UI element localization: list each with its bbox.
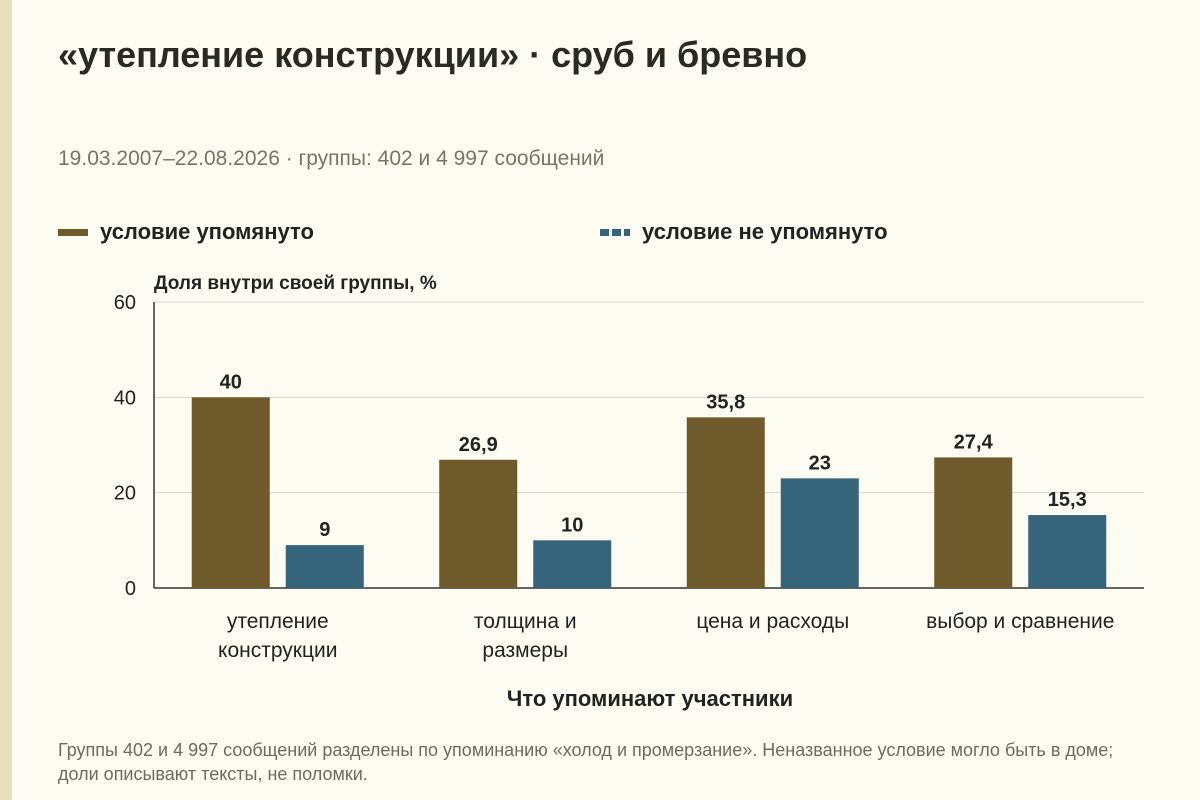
category-label-line: размеры xyxy=(482,639,568,662)
category-label-line: толщина и xyxy=(474,610,577,633)
chart-title: «утепление конструкции» · сруб и бревно xyxy=(58,34,808,75)
y-axis-label: Доля внутри своей группы, % xyxy=(154,273,437,294)
category-label-3: выбор и сравнение xyxy=(926,610,1114,633)
y-tick-label-0: 0 xyxy=(125,578,136,600)
footnote: Группы 402 и 4 997 сообщений разделены п… xyxy=(58,740,1114,784)
bar-mentioned-1 xyxy=(439,459,518,588)
category-label-line: выбор и сравнение xyxy=(926,610,1114,633)
legend-swatch-dashed-icon xyxy=(600,228,630,236)
chart-subtitle: 19.03.2007–22.08.2026 · группы: 402 и 4 … xyxy=(58,147,605,170)
value-label-not-mentioned-0: 9 xyxy=(319,519,330,541)
legend-item-mentioned: условие упомянуто xyxy=(58,218,314,246)
bar-mentioned-3 xyxy=(934,457,1013,588)
value-label-not-mentioned-3: 15,3 xyxy=(1048,489,1087,511)
legend-label-not-mentioned: условие не упомянуто xyxy=(642,219,888,244)
value-label-mentioned-2: 35,8 xyxy=(706,391,745,413)
bar-not-mentioned-0 xyxy=(285,545,364,588)
left-accent-stripe xyxy=(0,0,12,800)
bar-not-mentioned-1 xyxy=(533,540,612,588)
bar-mentioned-0 xyxy=(191,397,270,588)
value-label-mentioned-3: 27,4 xyxy=(954,431,994,453)
category-label-line: цена и расходы xyxy=(696,610,849,633)
category-label-line: утепление xyxy=(227,610,329,633)
y-tick-label-40: 40 xyxy=(114,387,136,409)
value-label-mentioned-0: 40 xyxy=(220,371,242,393)
category-label-2: цена и расходы xyxy=(696,610,849,633)
bar-not-mentioned-3 xyxy=(1028,515,1107,588)
value-label-not-mentioned-2: 23 xyxy=(809,452,831,474)
category-label-0: утепление конструкции xyxy=(218,610,337,662)
legend-item-not-mentioned: условие не упомянуто xyxy=(600,218,888,246)
category-label-line: конструкции xyxy=(218,639,337,662)
legend-swatch-solid-icon xyxy=(58,228,88,236)
bar-mentioned-2 xyxy=(686,417,765,588)
x-axis-label: Что упоминают участники xyxy=(506,686,794,711)
value-label-not-mentioned-1: 10 xyxy=(561,514,583,536)
y-tick-label-20: 20 xyxy=(114,483,136,505)
value-label-mentioned-1: 26,9 xyxy=(459,434,498,456)
y-tick-label-60: 60 xyxy=(114,292,136,314)
category-label-1: толщина и размеры xyxy=(474,610,577,662)
legend-label-mentioned: условие упомянуто xyxy=(100,219,314,244)
bar-not-mentioned-2 xyxy=(780,478,859,588)
